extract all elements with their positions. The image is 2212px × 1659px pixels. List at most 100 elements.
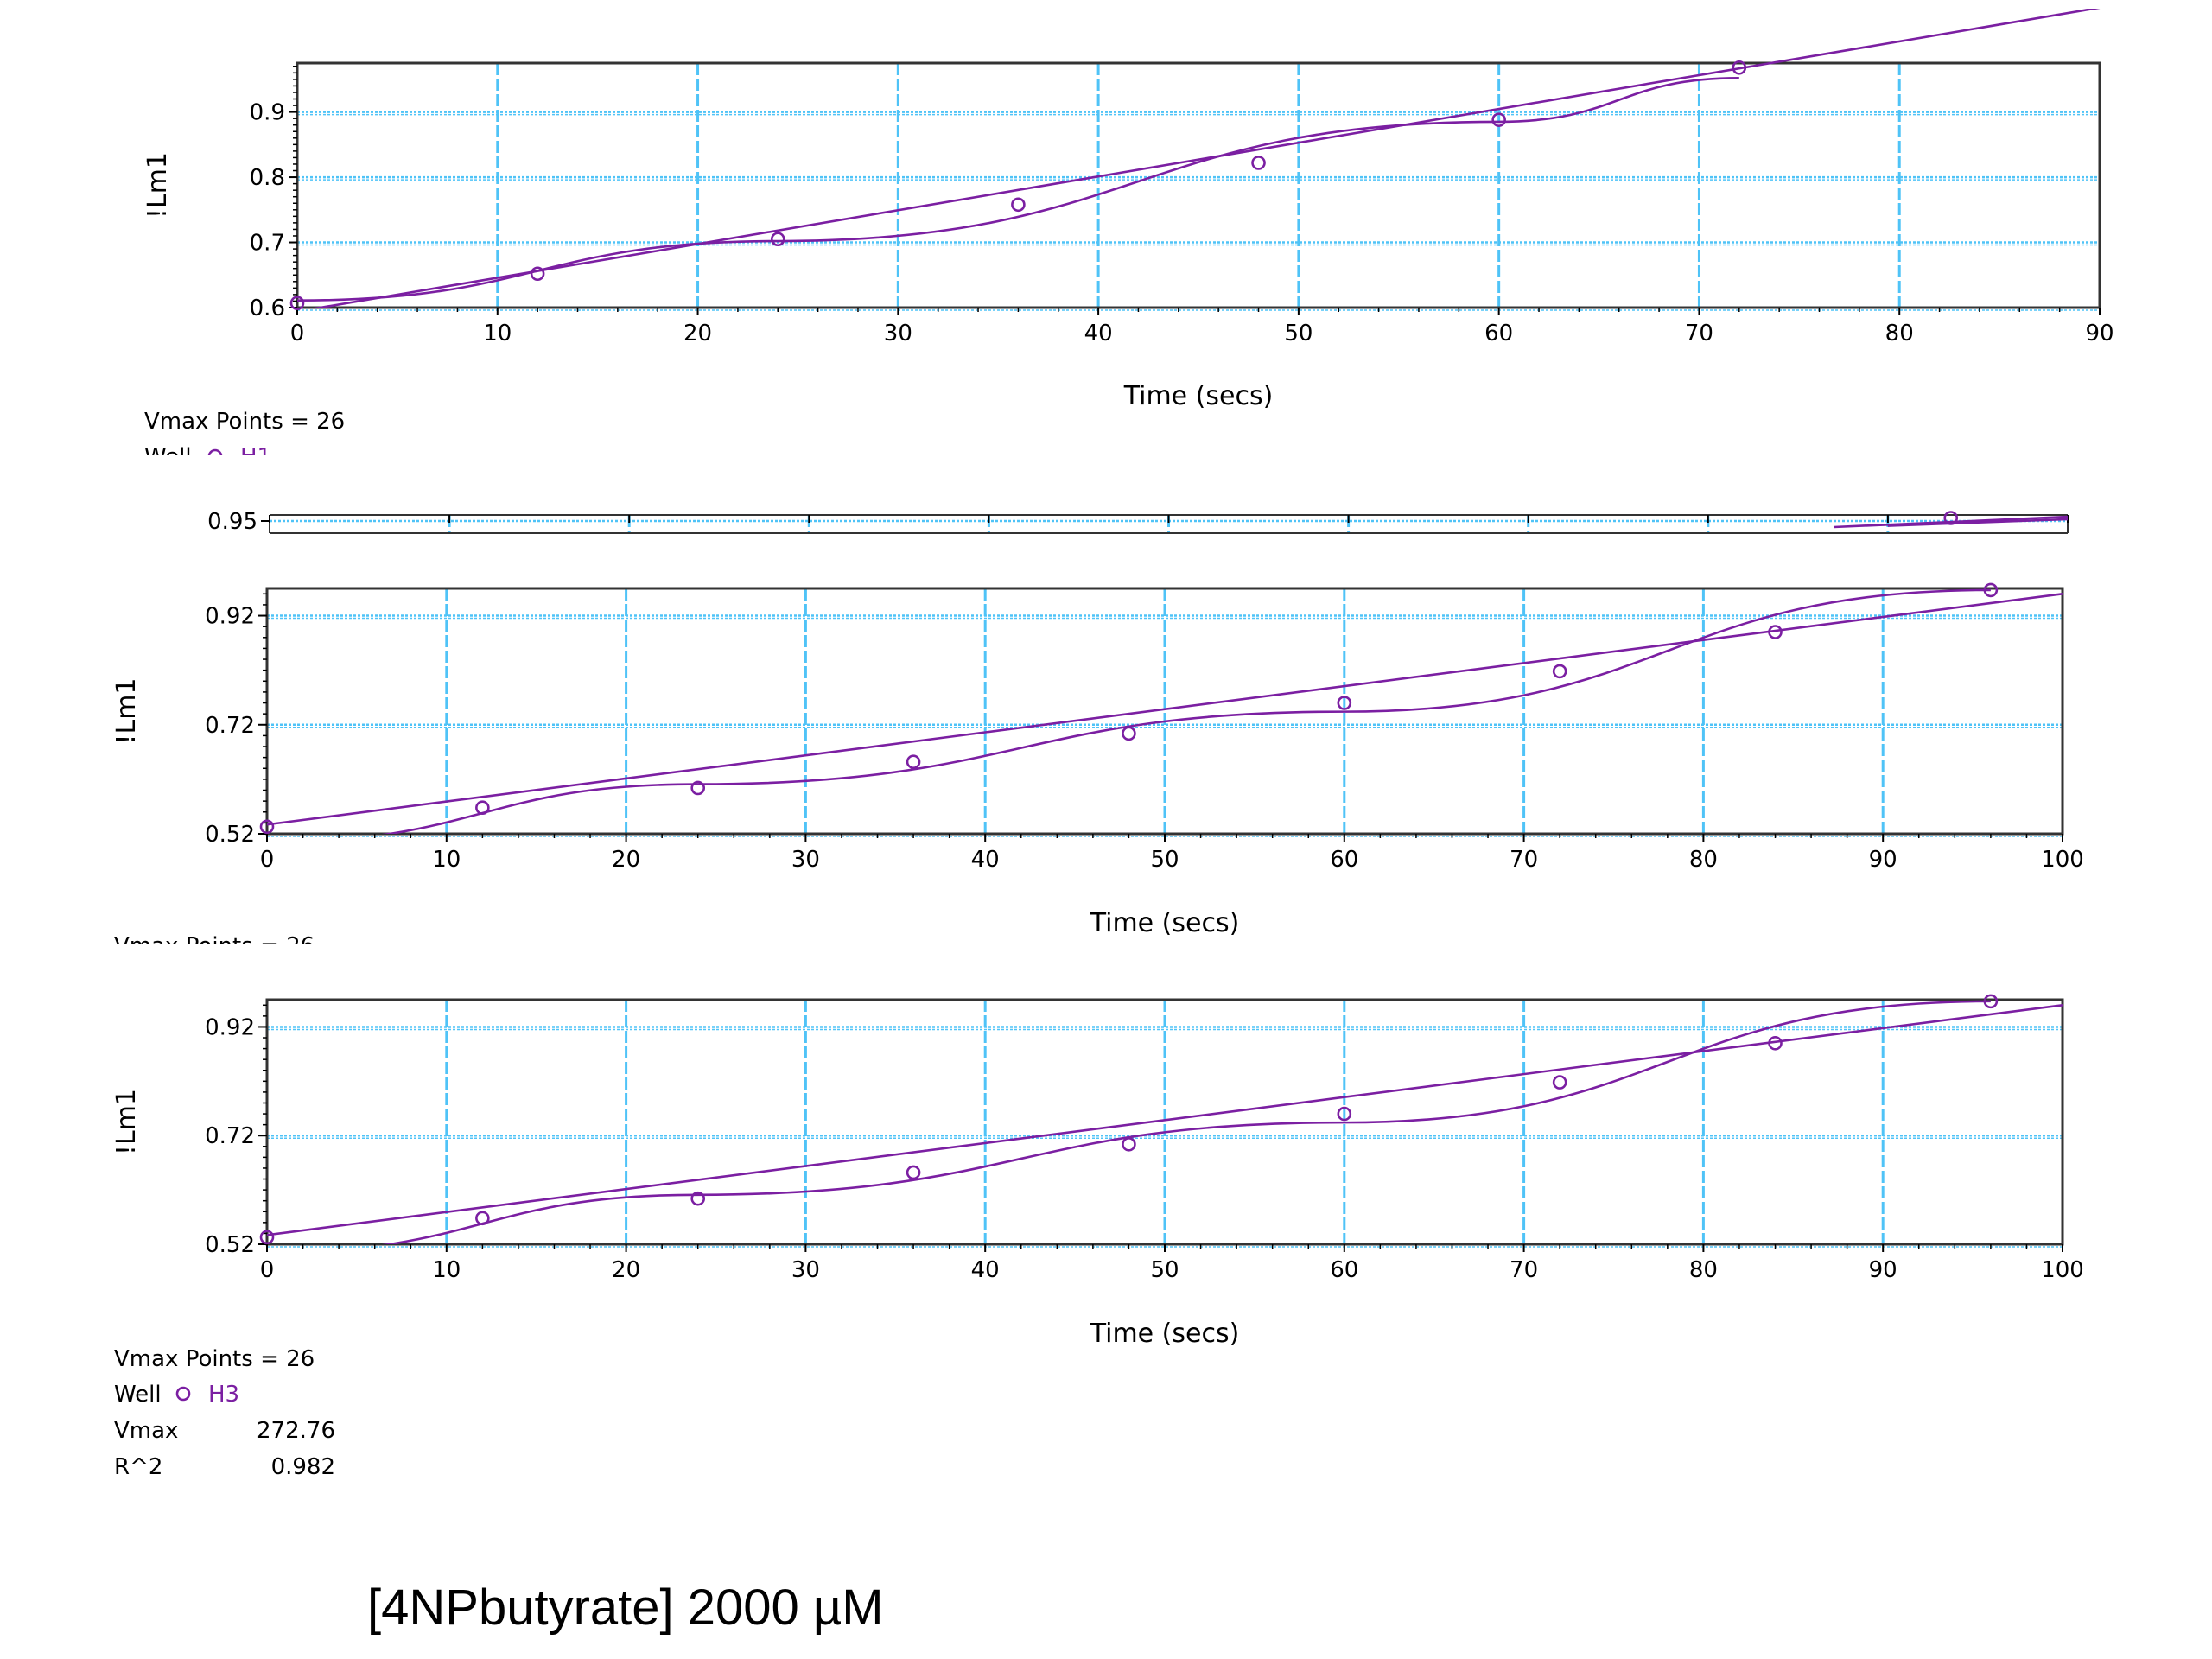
data-point [289,296,305,311]
x-tick-label: 40 [971,1257,1000,1283]
linear-fit-line [267,1003,2063,1236]
vmax-points-label: Vmax Points = 26 [144,409,345,435]
data-point [475,1211,490,1226]
well-marker-icon [175,1386,191,1402]
x-tick-label: 20 [612,847,640,873]
y-axis-label: !Lm1 [143,152,173,219]
y-tick-label: 0.92 [205,604,255,630]
chart-1-info: Vmax Points = 26 Well H1 [144,409,345,470]
x-tick-label: 30 [791,847,820,873]
vmax-points-label: Vmax Points = 26 [114,933,315,959]
x-tick-label: 100 [2041,847,2084,873]
data-point [1251,156,1266,170]
data-point [1337,696,1352,710]
x-tick-label: 50 [1150,847,1179,873]
data-point [1768,1036,1783,1051]
x-tick-label: 80 [1885,321,1914,346]
data-point [475,800,490,816]
chart-3: 0 10 20 30 40 50 60 70 80 90 100 0.52 0.72 0.92 Time (… [111,582,2084,938]
chart-4-info: Vmax Points = 26 Well H3 Vmax 272.76 R^2… [114,1346,335,1480]
footer-caption: [4NPbutyrate] 2000 µM [367,1580,884,1636]
well-name: H1 [240,444,271,470]
data-point [259,819,275,835]
x-tick-label: 80 [1689,1257,1718,1283]
kinetic-fit-curve [381,1000,1991,1244]
well-name: H3 [208,1382,239,1408]
data-point [1983,582,1999,598]
x-axis-label: Time (secs) [1123,381,1274,411]
x-tick-label: 10 [483,321,512,346]
data-points [259,994,1999,1245]
well-marker-icon [207,448,223,455]
chart-4: 0 10 20 30 40 50 60 70 80 90 100 0.52 0.72 0.92 Time (… [111,994,2084,1349]
y-tick-label: 0.52 [205,1232,255,1258]
x-tick-label: 0 [260,1257,275,1283]
data-point [1943,511,1959,525]
y-tick-label: 0.72 [205,1123,255,1149]
data-point [1011,197,1026,213]
x-tick-label: 0 [290,321,305,346]
x-tick-label: 50 [1284,321,1313,346]
linear-fit-line [267,593,2063,826]
data-point [906,1165,921,1180]
y-tick-label: 0.7 [250,231,285,257]
x-tick-label: 90 [2085,321,2113,346]
x-tick-label: 60 [1330,847,1358,873]
data-point [1732,60,1747,75]
y-tick-label: 0.72 [205,713,255,739]
plot-frame [296,61,2101,309]
data-point [1122,726,1136,741]
data-point [690,1191,706,1206]
y-axis-label: !Lm1 [111,1089,142,1155]
x-axis-label: Time (secs) [1090,1319,1240,1349]
vmax-label: Vmax [114,1418,178,1444]
x-tick-label: 20 [683,321,712,346]
x-tick-label: 90 [1869,1257,1897,1283]
fit-lines [297,9,2101,308]
chart-2: 0.95 [207,509,2069,535]
y-tick-label: 0.8 [250,165,285,191]
x-tick-label: 50 [1150,1257,1179,1283]
linear-fit-line [1887,518,2068,527]
data-point [530,266,545,282]
y-axis-label: !Lm1 [111,677,142,744]
kinetic-fit-curve [381,588,1991,834]
data-points [289,60,1747,311]
data-point [259,1230,275,1245]
x-tick-label: 70 [1510,1257,1538,1283]
data-point [690,780,706,796]
fit-lines [1834,515,2068,529]
kinetic-fit-curve [297,77,1739,302]
well-label: Well [114,1382,162,1408]
linear-fit-line [1834,515,2068,529]
data-point [770,232,785,247]
data-point [1491,112,1506,127]
x-tick-label: 30 [884,321,912,346]
fit-lines [267,588,2063,834]
x-axis-label: Time (secs) [1090,908,1240,938]
y-tick-label: 0.92 [205,1014,255,1040]
chart-1: 0 10 20 30 40 50 60 70 80 90 0.6 0.7 0.8 0.9 Time (sec… [143,9,2114,411]
x-tick-label: 0 [260,847,275,873]
fit-lines [267,1000,2063,1244]
x-tick-label: 60 [1484,321,1513,346]
data-point [1552,664,1567,679]
x-tick-label: 10 [432,1257,461,1283]
x-tick-label: 10 [432,847,461,873]
x-tick-label: 90 [1869,847,1897,873]
x-tick-label: 40 [971,847,1000,873]
data-point [1983,994,1999,1009]
x-tick-label: 20 [612,1257,640,1283]
well-label: Well [144,444,192,470]
x-tick-label: 30 [791,1257,820,1283]
x-tick-label: 80 [1689,847,1718,873]
r2-value: 0.982 [271,1454,335,1480]
chart-3-info: Vmax Points = 26 [114,933,315,959]
x-tick-label: 70 [1685,321,1713,346]
data-point [1122,1136,1136,1152]
vmax-value: 272.76 [257,1418,335,1444]
data-point [1337,1106,1352,1122]
data-point [906,754,921,769]
y-tick-label: 0.9 [250,100,285,126]
